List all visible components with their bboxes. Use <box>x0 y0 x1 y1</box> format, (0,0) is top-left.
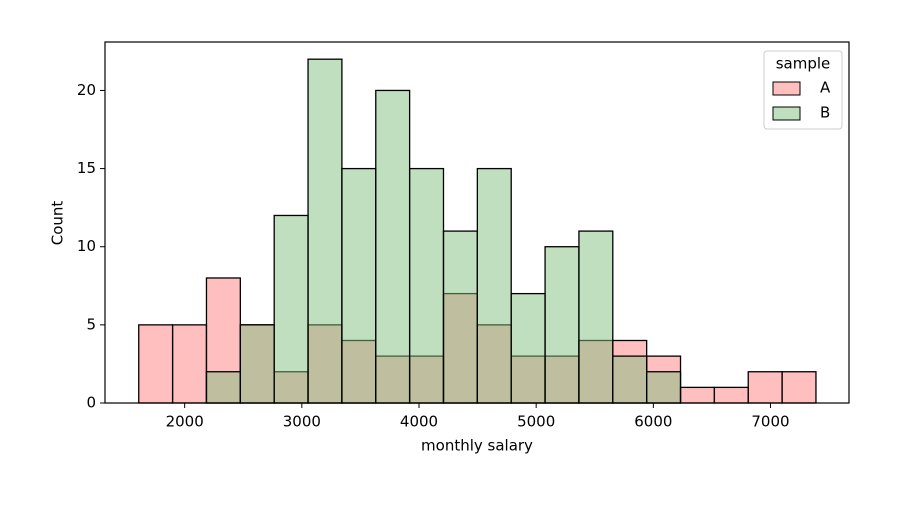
bar <box>443 231 477 403</box>
y-tick-label: 10 <box>77 237 96 255</box>
y-tick-label: 15 <box>77 159 96 177</box>
x-tick-label: 7000 <box>751 413 789 431</box>
bar <box>579 231 613 403</box>
x-tick-label: 6000 <box>634 413 672 431</box>
bar <box>342 169 376 403</box>
bar <box>477 169 511 403</box>
y-tick-label: 5 <box>86 315 96 333</box>
bar <box>714 387 748 403</box>
bar <box>782 372 816 403</box>
bar <box>647 372 681 403</box>
bar <box>681 387 715 403</box>
bar <box>545 247 579 403</box>
x-tick-label: 3000 <box>283 413 321 431</box>
bar <box>410 169 444 403</box>
x-tick-label: 2000 <box>166 413 204 431</box>
bar <box>240 325 274 403</box>
bar <box>376 90 410 403</box>
bar <box>748 372 782 403</box>
x-tick-label: 4000 <box>400 413 438 431</box>
bar <box>511 294 545 403</box>
legend-title: sample <box>776 55 831 73</box>
y-tick-label: 0 <box>86 394 96 412</box>
bar <box>274 215 308 403</box>
legend-swatch <box>773 107 800 120</box>
bar <box>308 59 342 403</box>
x-axis-label: monthly salary <box>421 437 533 455</box>
bar <box>613 356 647 403</box>
bar <box>139 325 173 403</box>
legend-label: B <box>820 104 830 122</box>
legend-label: A <box>820 79 831 97</box>
x-tick-label: 5000 <box>517 413 555 431</box>
y-tick-label: 20 <box>77 81 96 99</box>
y-axis-label: Count <box>49 201 67 246</box>
bar <box>206 372 240 403</box>
bar <box>173 325 207 403</box>
legend-swatch <box>773 82 800 95</box>
